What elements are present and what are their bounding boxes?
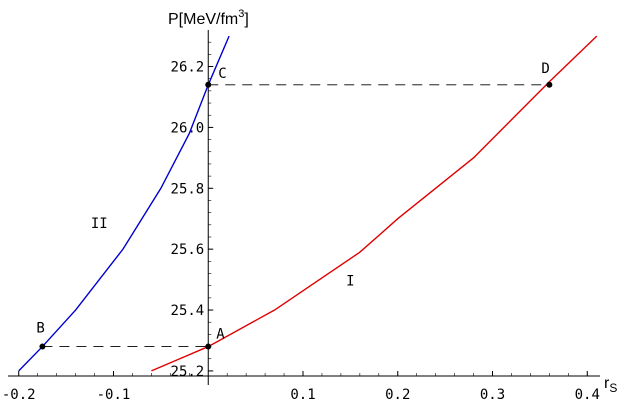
chart-labels: III bbox=[91, 216, 355, 290]
x-axis-title: rS bbox=[604, 375, 617, 395]
axes: -0.2 -0.1 0.1 0.2 0.3 0.4 25.2 25.4 25.6 25.8 26.0… bbox=[2, 8, 617, 403]
x-tick-label: 0.1 bbox=[290, 387, 315, 403]
point-label-b: B bbox=[36, 321, 44, 337]
y-axis-title: P[MeV/fm3] bbox=[168, 8, 249, 28]
y-axis-title-sup: 3 bbox=[238, 8, 244, 20]
series-group bbox=[18, 35, 598, 372]
point-label-a: A bbox=[216, 327, 225, 343]
x-tick-label: 0.4 bbox=[575, 387, 600, 403]
x-tick-label: 0.2 bbox=[385, 387, 410, 403]
marked-points: A B C D bbox=[36, 61, 553, 350]
y-axis-title-main: P[MeV/fm bbox=[168, 11, 238, 28]
point-marker-b bbox=[39, 343, 46, 350]
y-tick-label: 26.2 bbox=[171, 60, 205, 76]
y-tick-label: 25.2 bbox=[171, 364, 205, 380]
point-marker-d bbox=[546, 81, 553, 88]
point-marker-c bbox=[205, 81, 212, 88]
y-tick-label: 25.4 bbox=[171, 303, 205, 319]
series-line-i bbox=[151, 35, 598, 372]
x-tick-label: 0.3 bbox=[480, 387, 505, 403]
curve-label: I bbox=[346, 274, 354, 290]
point-label-c: C bbox=[218, 66, 226, 82]
y-tick-label: 26.0 bbox=[171, 120, 205, 136]
y-tick-label: 25.8 bbox=[171, 181, 205, 197]
curve-label: II bbox=[91, 216, 108, 232]
x-tick-label: -0.1 bbox=[97, 387, 131, 403]
dashed-guides bbox=[42, 84, 550, 347]
series-line-ii bbox=[18, 35, 230, 372]
y-axis-title-end: ] bbox=[244, 11, 248, 28]
x-axis-title-main: r bbox=[604, 375, 610, 392]
point-marker-a bbox=[205, 343, 212, 350]
point-label-d: D bbox=[541, 61, 549, 77]
x-axis-title-sub: S bbox=[609, 381, 617, 395]
y-tick-label: 25.6 bbox=[171, 242, 205, 258]
x-tick-label: -0.2 bbox=[2, 387, 36, 403]
